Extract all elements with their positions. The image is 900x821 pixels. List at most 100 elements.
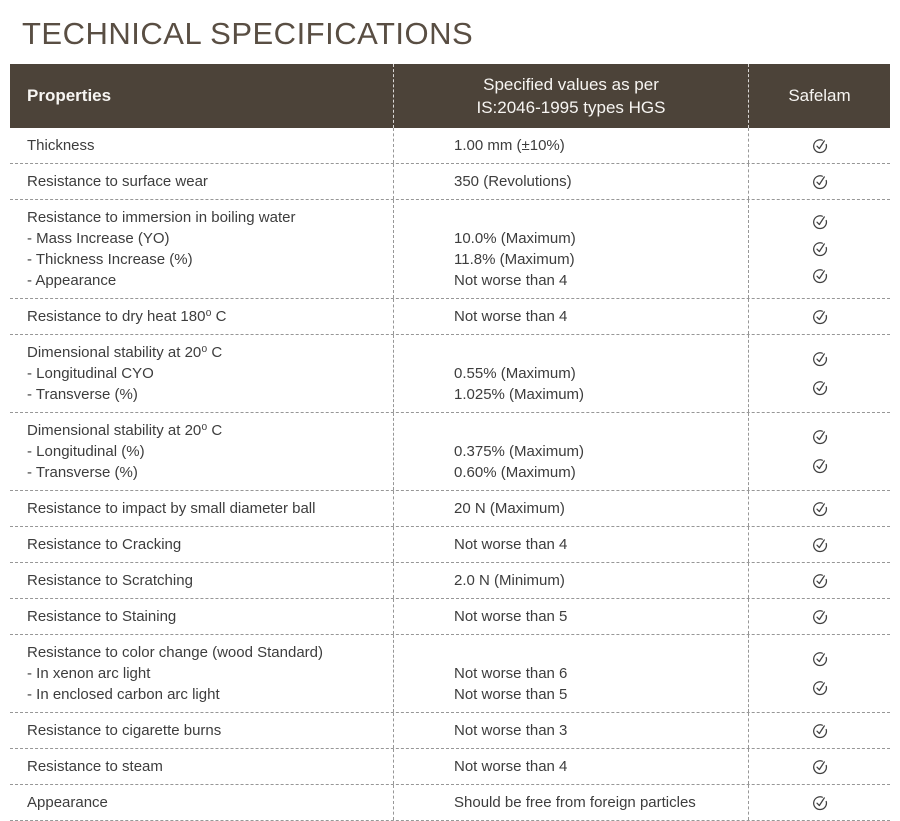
value-line [454, 207, 742, 228]
property-line: - Transverse (%) [27, 464, 138, 481]
column-header-properties: Properties [10, 64, 394, 128]
specified-value-cell: Should be free from foreign particles [394, 785, 749, 820]
property-line: Resistance to color change (wood Standar… [27, 644, 324, 661]
property-cell: Resistance to Cracking [10, 527, 394, 562]
check-circle-icon [812, 681, 827, 696]
specified-value-cell: Not worse than 4 [394, 749, 749, 784]
check-circle-icon [812, 174, 827, 189]
property-line: Resistance to cigarette burns [27, 722, 222, 739]
check-circle-icon [812, 609, 827, 624]
check-circle-icon [812, 573, 827, 588]
value-line: Not worse than 3 [454, 722, 568, 739]
property-line: - Appearance [27, 272, 117, 289]
check-circle-icon [812, 759, 827, 774]
table-row: Appearance Should be free from foreign pa… [10, 785, 890, 821]
check-circle-icon [812, 309, 827, 324]
property-line: Resistance to immersion in boiling water [27, 209, 296, 226]
table-row: Dimensional stability at 20⁰ C - Longitud… [10, 413, 890, 491]
value-line [454, 642, 742, 663]
table-body: Thickness 1.00 mm (±10%) Resistance to sur… [10, 128, 890, 821]
value-line: Not worse than 4 [454, 536, 568, 553]
property-line: Dimensional stability at 20⁰ C [27, 422, 223, 439]
value-line: Not worse than 4 [454, 272, 568, 289]
safelam-cell [749, 335, 890, 412]
property-line: Thickness [27, 137, 95, 154]
check-circle-icon [812, 215, 827, 230]
property-line: - Mass Increase (YO) [27, 230, 170, 247]
value-line: 10.0% (Maximum) [454, 230, 576, 247]
safelam-cell [749, 527, 890, 562]
property-cell: Resistance to surface wear [10, 164, 394, 199]
property-line: - Longitudinal CYO [27, 365, 154, 382]
table-row: Resistance to steam Not worse than 4 [10, 749, 890, 785]
value-line: Not worse than 6 [454, 665, 568, 682]
property-line: - Longitudinal (%) [27, 443, 145, 460]
specified-value-cell: 0.375% (Maximum) 0.60% (Maximum) [394, 413, 749, 490]
value-line: 1.00 mm (±10%) [454, 137, 565, 154]
value-line: 0.55% (Maximum) [454, 365, 576, 382]
table-row: Resistance to Staining Not worse than 5 [10, 599, 890, 635]
value-line: Not worse than 5 [454, 686, 568, 703]
check-circle-icon [812, 138, 827, 153]
property-line: - Thickness Increase (%) [27, 251, 193, 268]
table-header-row: Properties Specified values as per IS:20… [10, 64, 890, 128]
check-circle-icon [812, 430, 827, 445]
property-line: Appearance [27, 794, 108, 811]
safelam-cell [749, 563, 890, 598]
value-line: 11.8% (Maximum) [454, 251, 575, 268]
property-cell: Resistance to dry heat 180⁰ C [10, 299, 394, 334]
table-row: Resistance to dry heat 180⁰ C Not worse t… [10, 299, 890, 335]
specified-value-cell: Not worse than 3 [394, 713, 749, 748]
value-line: Not worse than 4 [454, 308, 568, 325]
check-circle-icon [812, 537, 827, 552]
value-line: Not worse than 5 [454, 608, 568, 625]
check-circle-icon [812, 652, 827, 667]
check-circle-icon [812, 242, 827, 257]
table-row: Resistance to Scratching 2.0 N (Minimum) [10, 563, 890, 599]
value-line: Should be free from foreign particles [454, 794, 696, 811]
safelam-cell [749, 635, 890, 712]
safelam-cell [749, 128, 890, 163]
value-line: Not worse than 4 [454, 758, 568, 775]
safelam-cell [749, 299, 890, 334]
check-circle-icon [812, 381, 827, 396]
table-row: Resistance to Cracking Not worse than 4 [10, 527, 890, 563]
specified-value-cell: 1.00 mm (±10%) [394, 128, 749, 163]
check-circle-icon [812, 723, 827, 738]
value-line: 350 (Revolutions) [454, 173, 572, 190]
property-cell: Resistance to impact by small diameter b… [10, 491, 394, 526]
safelam-cell [749, 599, 890, 634]
safelam-cell [749, 749, 890, 784]
value-line: 2.0 N (Minimum) [454, 572, 565, 589]
table-row: Resistance to immersion in boiling water… [10, 200, 890, 299]
check-circle-icon [812, 501, 827, 516]
specified-value-cell: Not worse than 5 [394, 599, 749, 634]
specified-value-cell: 0.55% (Maximum) 1.025% (Maximum) [394, 335, 749, 412]
property-cell: Resistance to Staining [10, 599, 394, 634]
value-line: 20 N (Maximum) [454, 500, 565, 517]
table-row: Resistance to cigarette burns Not worse t… [10, 713, 890, 749]
property-line: Resistance to surface wear [27, 173, 208, 190]
property-line: Resistance to Staining [27, 608, 177, 625]
safelam-cell [749, 713, 890, 748]
property-line: Resistance to steam [27, 758, 163, 775]
specified-value-cell: Not worse than 6 Not worse than 5 [394, 635, 749, 712]
table-row: Dimensional stability at 20⁰ C - Longitud… [10, 335, 890, 413]
property-line: - Transverse (%) [27, 386, 138, 403]
safelam-cell [749, 200, 890, 298]
property-line: Dimensional stability at 20⁰ C [27, 344, 223, 361]
specified-value-cell: 2.0 N (Minimum) [394, 563, 749, 598]
specified-value-cell: 20 N (Maximum) [394, 491, 749, 526]
check-circle-icon [812, 269, 827, 284]
property-cell: Thickness [10, 128, 394, 163]
check-circle-icon [812, 459, 827, 474]
value-line [454, 420, 742, 441]
safelam-cell [749, 785, 890, 820]
table-row: Resistance to impact by small diameter b… [10, 491, 890, 527]
specified-values-line2: IS:2046-1995 types HGS [476, 98, 666, 117]
table-row: Resistance to color change (wood Standar… [10, 635, 890, 713]
property-line: Resistance to Scratching [27, 572, 193, 589]
property-line: Resistance to Cracking [27, 536, 182, 553]
safelam-cell [749, 413, 890, 490]
